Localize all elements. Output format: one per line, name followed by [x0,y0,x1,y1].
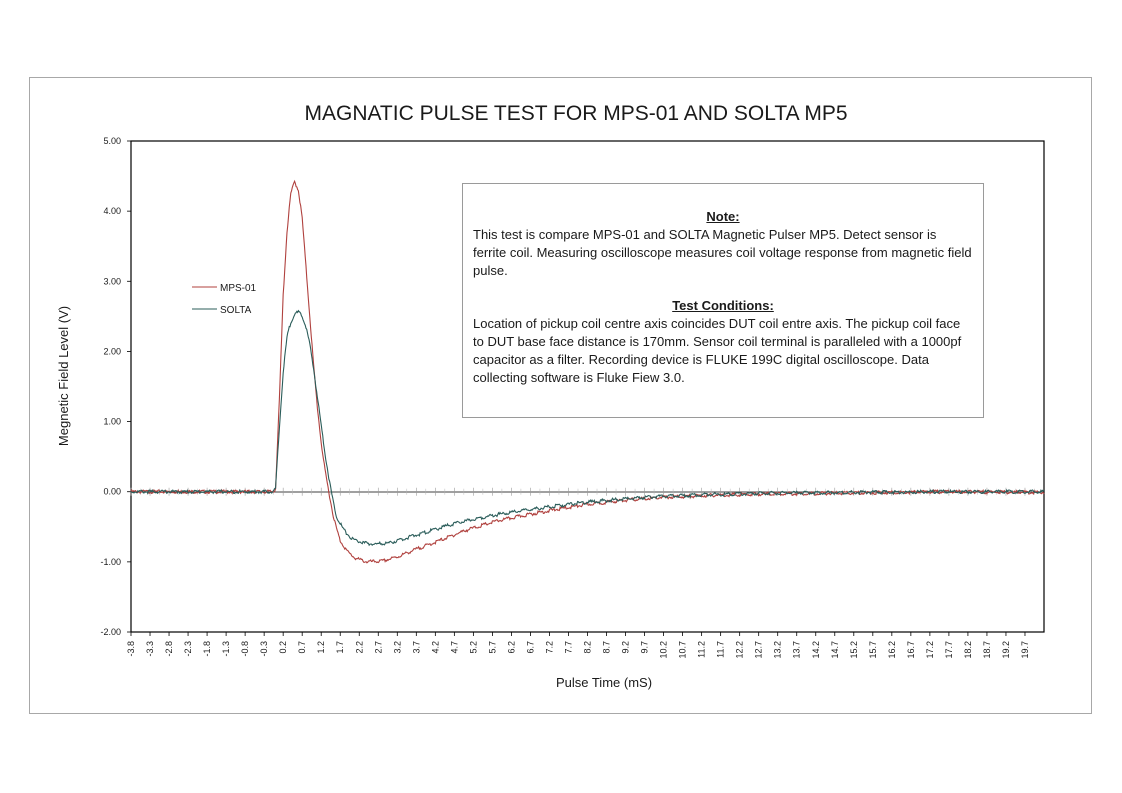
y-tick-label: 3.00 [103,276,121,286]
x-tick-label: 7.2 [544,641,554,654]
y-tick-label: 0.00 [103,487,121,497]
x-tick-label: 1.2 [316,641,326,654]
x-tick-label: 16.7 [906,641,916,659]
series-line-solta [130,309,1045,547]
x-tick-label: 13.2 [773,641,783,659]
legend-label-solta: SOLTA [220,305,252,316]
x-tick-label: 11.2 [697,641,707,658]
x-tick-label: 6.7 [525,641,535,654]
x-tick-label: 12.2 [735,641,745,659]
x-tick-label: 15.7 [868,641,878,659]
x-tick-label: 11.7 [716,641,726,658]
x-tick-label: 13.7 [792,641,802,659]
x-axis-label: Pulse Time (mS) [556,675,652,690]
conditions-heading: Test Conditions: [672,298,774,313]
note-heading: Note: [706,209,740,224]
y-tick-label: 2.00 [103,346,121,356]
x-tick-label: -1.8 [202,641,212,657]
x-tick-label: 17.2 [925,641,935,659]
x-tick-label: 7.7 [563,641,573,654]
x-tick-label: 17.7 [944,641,954,659]
x-tick-label: 10.7 [678,641,688,659]
x-tick-label: 5.2 [468,641,478,654]
x-tick-label: 4.7 [449,641,459,654]
note-body: This test is compare MPS-01 and SOLTA Ma… [473,227,972,278]
y-tick-label: 1.00 [103,417,121,427]
x-tick-label: 1.7 [335,641,345,654]
x-tick-label: 2.2 [354,641,364,654]
x-tick-label: 9.2 [621,641,631,654]
x-tick-label: 19.7 [1020,641,1030,659]
y-tick-label: -1.00 [100,557,121,567]
x-tick-label: 18.7 [982,641,992,659]
y-tick-label: -2.00 [100,627,121,637]
x-tick-label: -2.3 [183,641,193,657]
note-box: Note: This test is compare MPS-01 and SO… [462,183,984,418]
chart-title: MAGNATIC PULSE TEST FOR MPS-01 AND SOLTA… [304,102,847,125]
y-tick-label: 5.00 [103,136,121,146]
series-layer [130,179,1045,564]
x-tick-label: 14.2 [811,641,821,659]
x-tick-label: 3.2 [392,641,402,654]
y-axis-label: Megnetic Field Level (V) [56,306,71,446]
x-tick-label: 4.2 [430,641,440,654]
x-tick-label: 15.2 [849,641,859,659]
x-tick-label: -3.8 [126,641,136,657]
x-tick-label: -0.3 [259,641,269,657]
x-tick-label: 8.7 [602,641,612,654]
conditions-body: Location of pickup coil centre axis coin… [473,316,962,385]
x-tick-label: 12.7 [754,641,764,659]
y-ticks: 5.00 4.00 3.00 2.00 1.00 0.00 -1.00 -2.00 [100,136,131,637]
x-tick-label: 0.7 [297,641,307,654]
x-tick-label: -3.3 [145,641,155,657]
x-tick-label: 3.7 [411,641,421,654]
y-tick-label: 4.00 [103,206,121,216]
legend-label-mps01: MPS-01 [220,283,257,294]
x-tick-label: -1.3 [221,641,231,657]
x-tick-label: 2.7 [373,641,383,654]
series-line-mps-01 [130,179,1045,564]
x-tick-label: 18.2 [963,641,973,659]
x-tick-label: 19.2 [1001,641,1011,659]
x-tick-label: -2.8 [164,641,174,657]
x-tick-label: 16.2 [887,641,897,659]
x-tick-label: 14.7 [830,641,840,659]
x-tick-label: 0.2 [278,641,288,654]
x-tick-label: 5.7 [487,641,497,654]
x-tick-label: 9.7 [640,641,650,654]
x-tick-label: 6.2 [506,641,516,654]
x-tick-label: 8.2 [583,641,593,654]
x-tick-label: 10.2 [659,641,669,659]
x-tick-label: -0.8 [240,641,250,657]
legend: MPS-01 SOLTA [192,283,257,316]
